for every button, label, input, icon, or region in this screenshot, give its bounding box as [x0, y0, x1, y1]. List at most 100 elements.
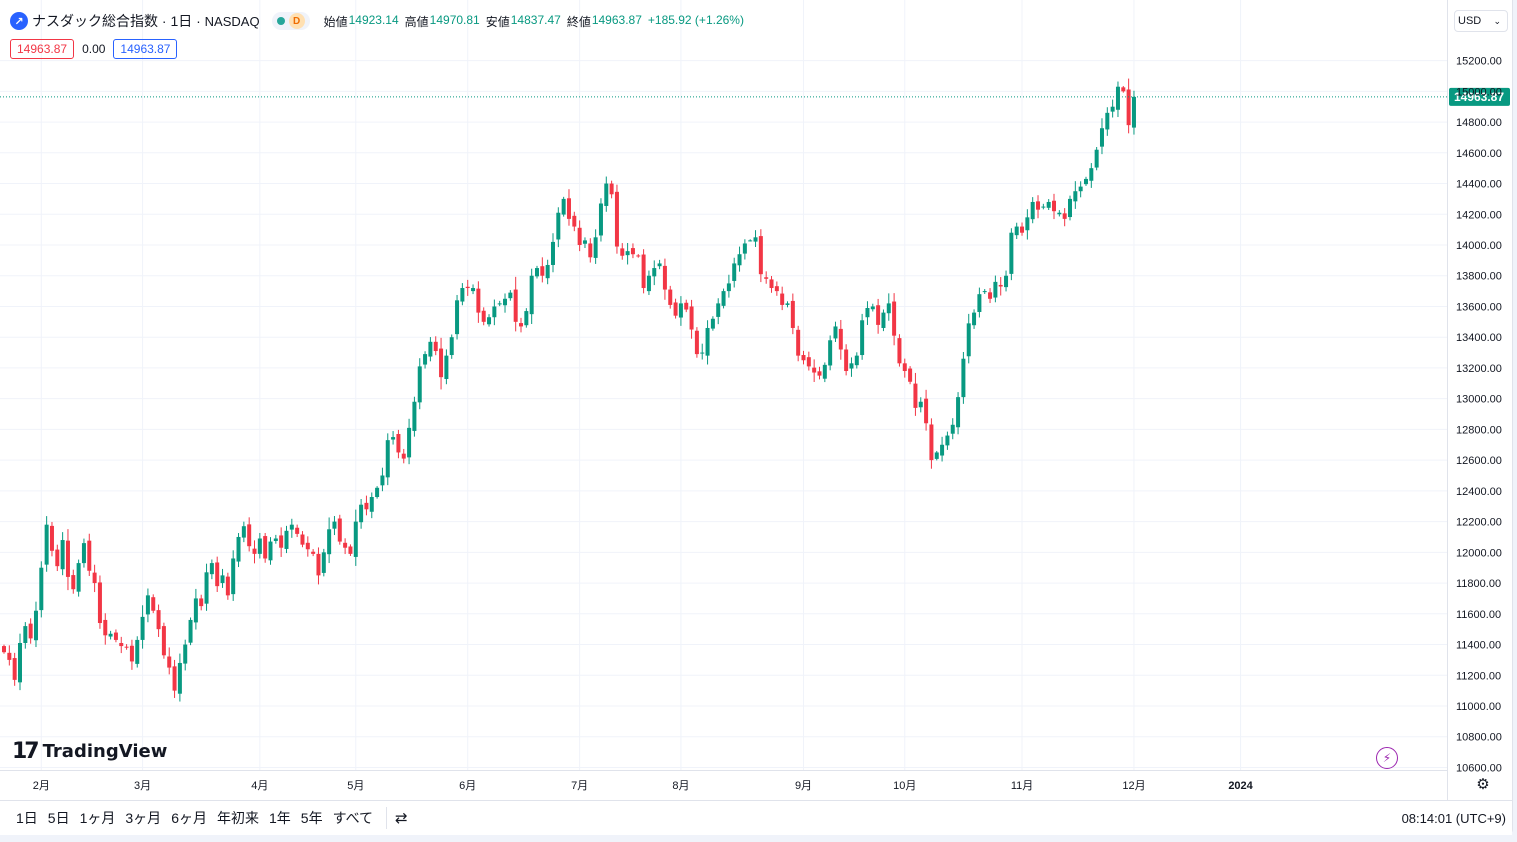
- candle-body: [684, 302, 689, 310]
- candle-down: [913, 372, 918, 416]
- symbol-title[interactable]: ナスダック総合指数 · 1日 · NASDAQ: [32, 11, 260, 31]
- candle-body: [1073, 191, 1078, 202]
- candle-up: [860, 313, 865, 360]
- candle-body: [439, 348, 444, 378]
- candle-down: [295, 524, 300, 538]
- candle-up: [353, 509, 358, 566]
- candle-body: [1009, 232, 1014, 274]
- candle-up: [1057, 210, 1062, 217]
- candle-body: [572, 215, 577, 227]
- candle-up: [289, 518, 294, 538]
- range-6m-button[interactable]: 6ヶ月: [171, 810, 207, 826]
- candle-body: [540, 266, 545, 276]
- candle-down: [215, 556, 220, 592]
- candle-body: [849, 363, 854, 369]
- candle-up: [1046, 199, 1051, 210]
- currency-select[interactable]: USD ⌄: [1454, 10, 1508, 32]
- trade-row: 14963.87 0.00 14963.87: [10, 39, 178, 59]
- candle-down: [172, 659, 177, 698]
- candle-up: [700, 343, 705, 360]
- range-5y-button[interactable]: 5年: [300, 810, 323, 826]
- close-value: 14963.87: [591, 12, 642, 27]
- timezone-clock[interactable]: 08:14:01 (UTC+9): [1401, 810, 1506, 826]
- candle-body: [236, 536, 241, 562]
- candle-up: [849, 357, 854, 377]
- candle-body: [785, 303, 790, 305]
- candle-down: [812, 359, 817, 382]
- candle-up: [732, 257, 737, 288]
- candle-up: [236, 533, 241, 568]
- range-5d-button[interactable]: 5日: [47, 810, 70, 826]
- candle-body: [316, 553, 321, 576]
- price-axis-label: 10800.00: [1456, 732, 1502, 744]
- candle-body: [241, 526, 246, 538]
- candle-down: [1062, 208, 1067, 227]
- gear-icon[interactable]: ⚙: [1476, 776, 1490, 793]
- candle-body: [129, 645, 134, 662]
- candle-body: [737, 254, 742, 266]
- symbol-logo-icon[interactable]: ↗: [10, 12, 28, 30]
- candle-body: [87, 540, 92, 571]
- candle-up: [535, 265, 539, 279]
- candle-up: [961, 351, 966, 404]
- candle-body: [55, 549, 60, 567]
- candle-down: [769, 276, 774, 293]
- candle-down: [12, 652, 17, 686]
- candle-up: [209, 559, 214, 580]
- buy-button[interactable]: 14963.87: [113, 39, 178, 59]
- price-axis: 10600.00 10800.00 11000.00 11200.00 11400.00…: [1456, 56, 1502, 775]
- market-status[interactable]: D: [271, 12, 310, 30]
- range-1d-button[interactable]: 1日: [16, 810, 38, 826]
- candle-up: [1030, 197, 1035, 224]
- candle-up: [785, 301, 790, 308]
- candle-body: [513, 289, 518, 322]
- sell-button[interactable]: 14963.87: [10, 39, 75, 59]
- price-axis-label: 10600.00: [1456, 762, 1502, 774]
- candle-down: [1126, 78, 1131, 134]
- candle-up: [385, 433, 390, 486]
- candlestick-chart[interactable]: 14963.87 10600.00 10800.00 11000.00 11200.00…: [0, 0, 1512, 800]
- price-axis-label: 11800.00: [1456, 578, 1501, 590]
- price-axis-label: 15200.00: [1456, 56, 1502, 68]
- time-axis-label: 12月: [1122, 780, 1145, 792]
- candle-up: [455, 294, 460, 340]
- candle-body: [796, 329, 801, 356]
- candle-down: [519, 317, 524, 333]
- candle-up: [1131, 90, 1136, 135]
- range-ytd-button[interactable]: 年初来: [216, 810, 259, 826]
- symbol-title-text: ナスダック総合指数 · 1日 ·: [32, 13, 201, 29]
- candle-body: [561, 198, 566, 215]
- tradingview-mark-icon: 17: [12, 739, 40, 764]
- candle-body: [1052, 200, 1057, 212]
- candle-body: [247, 524, 252, 547]
- candle-up: [1025, 209, 1030, 240]
- candle-up: [742, 239, 747, 260]
- candle-body: [1083, 178, 1088, 185]
- candle-up: [177, 653, 182, 702]
- time-axis: 2月 3月 4月 5月 6月 7月 8月 9月 10月 11月 12月 2024: [33, 780, 1254, 792]
- candle-up: [886, 293, 891, 321]
- candle-up: [391, 431, 396, 445]
- candle-up: [1014, 222, 1019, 240]
- candle-up: [503, 293, 508, 313]
- range-1m-button[interactable]: 1ヶ月: [79, 810, 116, 826]
- lightning-icon[interactable]: ⚡: [1376, 747, 1398, 769]
- candle-body: [1014, 226, 1019, 236]
- candle-down: [481, 307, 486, 326]
- candle-body: [790, 300, 795, 328]
- range-all-button[interactable]: すべて: [332, 810, 374, 826]
- range-3m-button[interactable]: 3ヶ月: [125, 810, 162, 826]
- candle-body: [1057, 212, 1062, 215]
- goto-date-icon[interactable]: ⇄: [395, 810, 408, 827]
- range-1y-button[interactable]: 1年: [268, 810, 291, 826]
- candle-up: [241, 521, 246, 543]
- candle-down: [572, 211, 577, 232]
- candle-body: [982, 291, 987, 293]
- candle-up: [204, 563, 209, 611]
- candle-body: [940, 444, 945, 456]
- candle-up: [231, 550, 236, 601]
- candle-body: [135, 639, 140, 664]
- candle-body: [678, 303, 683, 318]
- tradingview-logo[interactable]: 17 TradingView: [12, 739, 167, 764]
